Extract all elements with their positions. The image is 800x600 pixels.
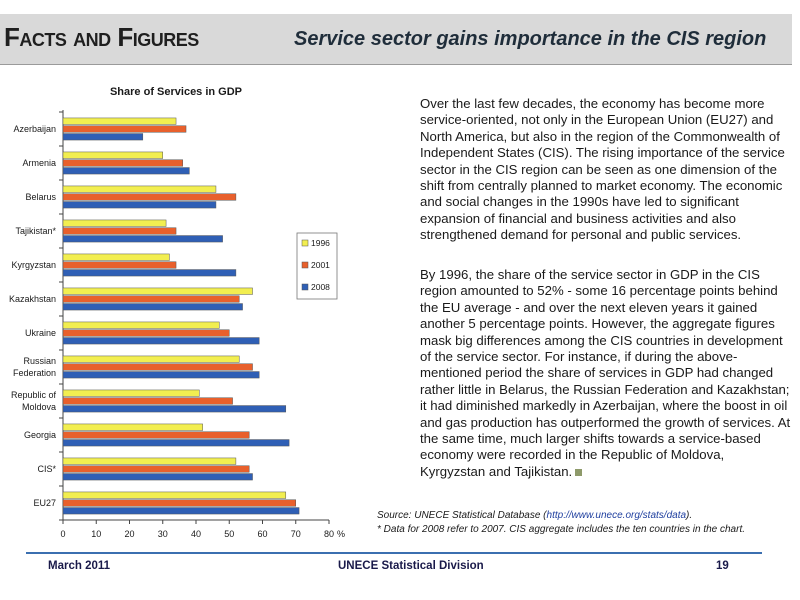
x-tick-label: 50 (224, 529, 234, 539)
source-note: Source: UNECE Statistical Database (http… (377, 510, 692, 521)
category-label: Georgia (24, 430, 56, 440)
legend-label: 1996 (311, 238, 330, 248)
bar-2008 (62, 201, 217, 209)
footer-date: March 2011 (48, 560, 111, 572)
legend-swatch-2008 (301, 283, 309, 291)
bar-2001 (62, 227, 177, 235)
category-label: CIS* (37, 464, 56, 474)
paragraph-2: By 1996, the share of the service sector… (420, 267, 792, 480)
header-bar: Facts and Figures Service sector gains i… (0, 14, 792, 64)
bar-2008 (62, 269, 237, 277)
bar-2008 (62, 167, 190, 175)
bar-1996 (62, 355, 240, 363)
data-footnote: * Data for 2008 refer to 2007. CIS aggre… (377, 524, 746, 535)
legend-swatch-1996 (301, 239, 309, 247)
footer-divider (26, 552, 762, 554)
bar-2008 (62, 439, 290, 447)
x-tick-label: 10 (91, 529, 101, 539)
category-label: Ukraine (25, 328, 56, 338)
category-label: Federation (13, 368, 56, 378)
paragraph-2-text: By 1996, the share of the service sector… (420, 267, 791, 479)
bar-2008 (62, 405, 287, 413)
legend-label: 2008 (311, 282, 330, 292)
category-label: EU27 (33, 498, 56, 508)
category-label: Azerbaijan (13, 124, 56, 134)
bar-1996 (62, 491, 287, 499)
bar-2008 (62, 473, 253, 481)
category-label: Kyrgyzstan (11, 260, 56, 270)
page-number: 19 (716, 560, 729, 572)
bar-2008 (62, 371, 260, 379)
category-label: Armenia (22, 158, 56, 168)
bar-1996 (62, 389, 200, 397)
bar-1996 (62, 457, 237, 465)
bar-2001 (62, 125, 187, 133)
x-tick-label: 0 (60, 529, 65, 539)
bar-2001 (62, 499, 296, 507)
x-axis-unit: % (337, 529, 345, 539)
bar-2008 (62, 337, 260, 345)
bar-2001 (62, 431, 250, 439)
bar-2008 (62, 133, 144, 141)
bar-1996 (62, 321, 220, 329)
x-tick-label: 20 (124, 529, 134, 539)
bar-1996 (62, 185, 217, 193)
bar-1996 (62, 287, 253, 295)
footer-organization: UNECE Statistical Division (338, 560, 484, 572)
x-tick-label: 40 (191, 529, 201, 539)
x-tick-label: 60 (257, 529, 267, 539)
bar-2008 (62, 303, 243, 311)
source-suffix: ). (686, 510, 693, 521)
category-label: Moldova (22, 402, 56, 412)
bar-2008 (62, 235, 223, 243)
legend-swatch-2001 (301, 261, 309, 269)
source-link[interactable]: http://www.unece.org/stats/data (546, 510, 687, 521)
page-subtitle: Service sector gains importance in the C… (294, 28, 767, 50)
paragraph-1: Over the last few decades, the economy h… (420, 96, 785, 243)
bar-1996 (62, 219, 167, 227)
bar-1996 (62, 117, 177, 125)
category-label: Republic of (11, 390, 57, 400)
category-label: Kazakhstan (9, 294, 56, 304)
x-tick-label: 70 (291, 529, 301, 539)
header-divider (0, 64, 792, 65)
bar-2001 (62, 329, 230, 337)
services-share-chart: Share of Services in GDP 0 10 20 30 40 50 60 70 8… (9, 86, 345, 539)
chart-title: Share of Services in GDP (110, 86, 242, 98)
bar-1996 (62, 151, 163, 159)
bar-1996 (62, 423, 203, 431)
category-label: Russian (23, 356, 56, 366)
category-label: Tajikistan* (15, 226, 56, 236)
source-prefix: Source: UNECE Statistical Database ( (377, 510, 547, 521)
category-label: Belarus (25, 192, 56, 202)
bar-2008 (62, 507, 300, 515)
bar-2001 (62, 261, 177, 269)
bar-2001 (62, 295, 240, 303)
bar-2001 (62, 465, 250, 473)
bar-2001 (62, 159, 183, 167)
bar-2001 (62, 397, 233, 405)
x-tick-label: 30 (158, 529, 168, 539)
end-square-icon (575, 468, 583, 476)
bar-2001 (62, 363, 253, 371)
bar-1996 (62, 253, 170, 261)
bar-2001 (62, 193, 237, 201)
x-tick-label: 80 (324, 529, 334, 539)
legend-label: 2001 (311, 260, 330, 270)
page-title: Facts and Figures (4, 22, 199, 52)
